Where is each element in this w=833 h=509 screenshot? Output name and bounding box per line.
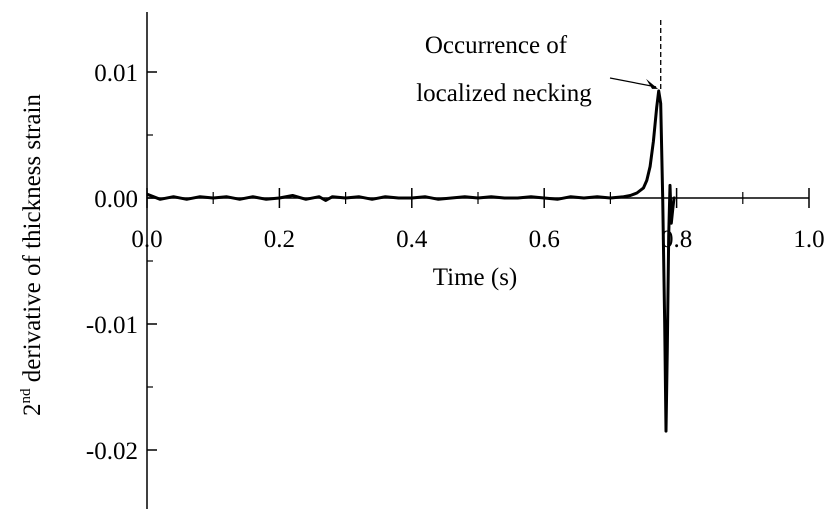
x-tick-label: 1.0 — [793, 226, 824, 253]
annotation-arrow-head — [646, 78, 659, 89]
y-tick-label: -0.02 — [86, 438, 138, 465]
y-tick-label: 0.01 — [94, 60, 138, 87]
series-group — [146, 89, 676, 433]
y-axis-title-rest: derivative of thickness strain — [19, 94, 46, 389]
annotation-line-2: localized necking — [416, 80, 592, 107]
x-tick-label: 0.8 — [661, 226, 692, 253]
y-tick-label: 0.00 — [94, 186, 138, 213]
annotation-line-1: Occurrence of — [425, 32, 568, 59]
x-tick-label: 0.4 — [396, 226, 428, 253]
y-axis-title: 2nd derivative of thickness strain — [18, 94, 46, 416]
y-axis-title-sup: nd — [18, 388, 34, 404]
x-tick-label: 0.0 — [131, 226, 162, 253]
y-axis-title-base: 2 — [19, 403, 46, 416]
x-tick-label: 0.2 — [264, 226, 295, 253]
y-tick-label: -0.01 — [86, 312, 138, 339]
x-tick-label: 0.6 — [529, 226, 560, 253]
series-line — [146, 89, 676, 433]
annotation-arrow-line — [609, 77, 657, 88]
annotation-group: Occurrence of localized necking — [416, 32, 659, 107]
x-axis-title: Time (s) — [433, 264, 518, 291]
